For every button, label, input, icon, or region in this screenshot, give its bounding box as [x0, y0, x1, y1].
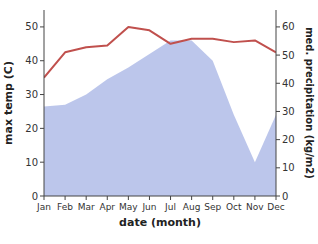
y2-tick: [276, 139, 280, 140]
x-tick-label: Oct: [226, 202, 242, 212]
y2-tick-label: 20: [282, 134, 295, 145]
y2-tick: [276, 26, 280, 27]
x-tick: [254, 196, 255, 200]
y-tick-label: 10: [25, 157, 38, 168]
x-tick-label: Aug: [183, 202, 201, 212]
x-tick-label: Nov: [246, 202, 264, 212]
y-tick-label: 50: [25, 21, 38, 32]
y2-tick: [276, 55, 280, 56]
x-tick: [149, 196, 150, 200]
y2-tick-label: 30: [282, 106, 295, 117]
x-tick-label: May: [119, 202, 138, 212]
x-tick: [170, 196, 171, 200]
x-tick-label: Dec: [267, 202, 284, 212]
y-tick: [40, 26, 44, 27]
line: [44, 27, 276, 78]
y2-tick: [276, 83, 280, 84]
y2-tick-label: 50: [282, 50, 295, 61]
y-axis-label: max temp (C): [2, 61, 15, 145]
y-tick-label: 0: [32, 191, 38, 202]
x-tick: [128, 196, 129, 200]
x-tick: [44, 196, 45, 200]
y2-tick-label: 60: [282, 21, 295, 32]
y2-tick: [276, 167, 280, 168]
y-tick-label: 30: [25, 89, 38, 100]
y2-tick-label: 10: [282, 162, 295, 173]
x-axis-label: date (month): [119, 216, 201, 229]
y2-tick: [276, 111, 280, 112]
y-tick: [40, 60, 44, 61]
x-tick-label: Mar: [78, 202, 95, 212]
x-tick-label: Apr: [99, 202, 115, 212]
x-tick-label: Feb: [57, 202, 73, 212]
x-tick: [107, 196, 108, 200]
x-tick: [233, 196, 234, 200]
y2-tick-label: 0: [282, 191, 288, 202]
x-tick: [212, 196, 213, 200]
x-axis-line: [44, 196, 276, 197]
x-tick-label: Jul: [164, 202, 176, 212]
y-axis-line: [44, 10, 45, 196]
area: [44, 40, 276, 196]
y-tick: [40, 196, 44, 197]
y-tick: [40, 94, 44, 95]
x-tick: [86, 196, 87, 200]
y2-tick-label: 40: [282, 78, 295, 89]
y-tick-label: 40: [25, 55, 38, 66]
x-tick-label: Jan: [36, 202, 51, 212]
x-tick-label: Jun: [141, 202, 156, 212]
x-tick-label: Sep: [204, 202, 221, 212]
x-tick: [191, 196, 192, 200]
x-tick: [276, 196, 277, 200]
y-tick: [40, 162, 44, 163]
y-tick: [40, 128, 44, 129]
y2-tick: [276, 196, 280, 197]
x-tick: [65, 196, 66, 200]
plot-area: [44, 27, 276, 196]
y-tick-label: 20: [25, 123, 38, 134]
y2-axis-label: med. precipitation (kg/m2): [304, 27, 315, 179]
chart: 010203040500102030405060JanFebMarAprMayJ…: [0, 0, 318, 244]
